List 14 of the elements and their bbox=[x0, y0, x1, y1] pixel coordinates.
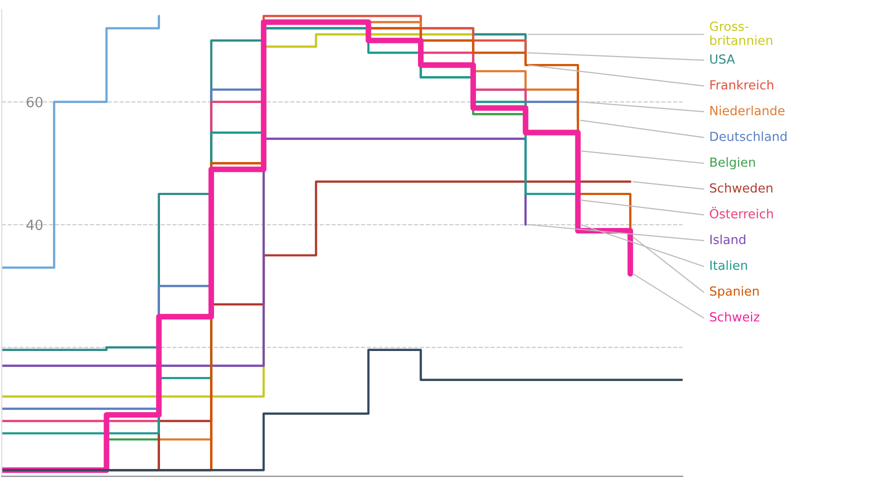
text: Spanien bbox=[710, 286, 759, 298]
text: Belgien bbox=[710, 157, 755, 170]
text: Deutschland bbox=[710, 131, 786, 142]
text: Island bbox=[710, 234, 746, 244]
text: Gross- britannien bbox=[710, 22, 772, 45]
text: Niederlande bbox=[710, 106, 784, 116]
text: USA bbox=[710, 54, 735, 64]
y-tick-label: 40 bbox=[26, 220, 42, 230]
text: Österreich bbox=[710, 206, 773, 218]
text: Frankreich bbox=[710, 80, 774, 90]
text: Italien bbox=[710, 260, 747, 270]
y-tick-label: 60 bbox=[26, 96, 42, 108]
text: Schweiz bbox=[710, 312, 760, 322]
text: Schweden bbox=[710, 182, 772, 193]
